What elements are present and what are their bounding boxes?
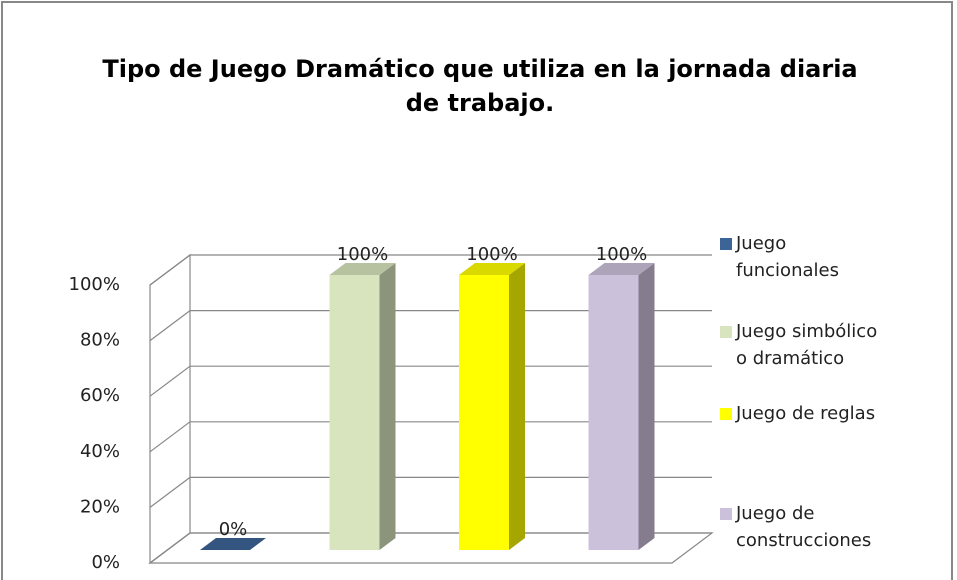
legend-label: Juego de reglas	[736, 403, 876, 424]
bar-front	[459, 275, 509, 550]
y-tick-label: 40%	[80, 441, 120, 462]
grid-line	[149, 421, 712, 453]
bar-top	[329, 263, 396, 275]
bar-front	[588, 275, 639, 550]
back-wall	[149, 253, 191, 565]
value-label: 100%	[466, 244, 517, 265]
legend-label: Juego simbólico o dramático	[736, 321, 878, 369]
y-tick-label: 80%	[80, 330, 120, 351]
legend-swatch	[720, 508, 732, 520]
legend-swatch	[720, 238, 732, 250]
grid-line	[149, 532, 712, 564]
y-tick-label: 100%	[69, 274, 120, 295]
grid-line	[149, 476, 712, 508]
value-label: 100%	[337, 244, 388, 265]
grid-line	[149, 254, 712, 286]
bar-top	[588, 263, 655, 275]
bar-top	[459, 263, 525, 275]
legend-label: Juego funcionales	[736, 233, 839, 281]
y-tick-label: 60%	[80, 385, 120, 406]
bar-side	[379, 263, 396, 550]
value-label: 100%	[596, 244, 647, 265]
bar-side	[638, 263, 655, 550]
legend-label: Juego de construcciones	[736, 503, 872, 551]
chart-title: Tipo de Juego Dramático que utiliza en l…	[102, 55, 858, 117]
bar-side	[509, 263, 525, 550]
legend-swatch	[720, 408, 732, 420]
bar-top	[200, 538, 266, 550]
legend-swatch	[720, 326, 732, 338]
value-label: 0%	[219, 519, 248, 540]
bar-front	[329, 275, 380, 550]
y-tick-label: 0%	[91, 552, 120, 573]
y-tick-label: 20%	[80, 496, 120, 517]
grid-line	[149, 310, 712, 342]
grid-line	[149, 365, 712, 397]
